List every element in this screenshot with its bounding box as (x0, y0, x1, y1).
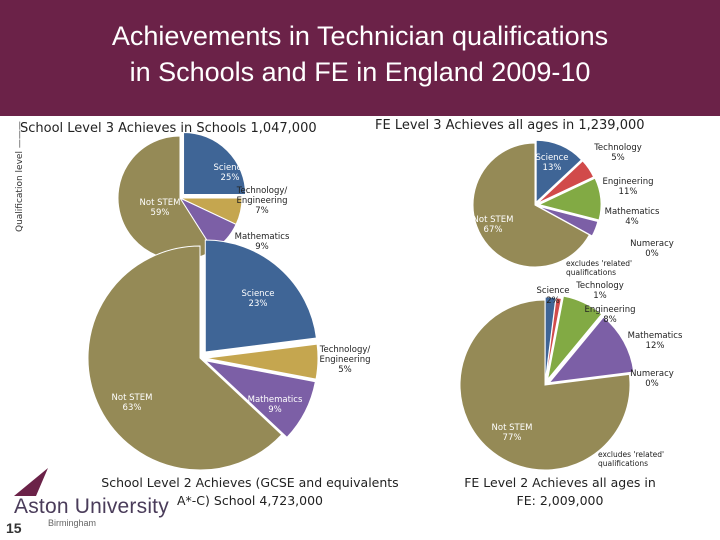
chart2-label-3: Mathematics 4% (605, 207, 660, 227)
chart2-heading: FE Level 3 Achieves all ages in 1,239,00… (375, 118, 645, 133)
chart3-caption: School Level 2 Achieves (GCSE and equiva… (90, 474, 410, 510)
chart1-label-3: Not STEM 59% (140, 198, 181, 218)
logo-subtitle: Birmingham (48, 518, 97, 528)
chart2-slice-not-stem (472, 142, 591, 268)
chart2-slice-science (535, 139, 583, 204)
chart3-caption-line2: A*-C) School 4,723,000 (177, 493, 323, 508)
chart4-caption: FE Level 2 Achieves all ages in FE: 2,00… (450, 474, 670, 510)
chart4-slice-engineering (547, 295, 603, 380)
page-title-line1: Achievements in Technician qualification… (111, 21, 609, 51)
chart1-heading: School Level 3 Achieves in Schools 1,047… (20, 121, 317, 136)
chart4-caption-line1: FE Level 2 Achieves all ages in (464, 475, 656, 490)
chart4-caption-line2: FE: 2,009,000 (516, 493, 604, 508)
chart4-slice-mathematics (548, 316, 635, 384)
chart4-label-2: Engineering 8% (585, 305, 636, 325)
chart4-slice-technology (544, 297, 562, 383)
page-title: Achievements in Technician qualification… (40, 18, 680, 90)
chart2-slice-mathematics (537, 205, 599, 237)
chart1-slice-science (183, 131, 247, 195)
chart3-slice-technology-engineering (205, 343, 319, 380)
chart3-slice-science (204, 239, 317, 353)
page-number: 15 (6, 520, 22, 536)
chart2-slice-engineering (537, 177, 602, 221)
chart3-caption-line1: School Level 2 Achieves (GCSE and equiva… (101, 475, 399, 490)
chart4-label-0: Science 2% (537, 286, 570, 306)
chart3-label-0: Science 23% (242, 289, 275, 309)
chart2-slice-technology (537, 160, 595, 204)
chart2-note: excludes 'related' qualifications (566, 259, 632, 277)
chart4-label-1: Technology 1% (575, 281, 624, 301)
chart4-slice-not-stem (459, 299, 631, 471)
aston-logo-icon (14, 468, 48, 496)
chart1-label-2: Mathematics 9% (235, 232, 290, 252)
chart3-slice-not-stem (87, 245, 283, 471)
title-banner: Achievements in Technician qualification… (0, 0, 720, 116)
page-title-line2: in Schools and FE in England 2009-10 (129, 57, 591, 87)
chart2-label-4: Numeracy 0% (630, 239, 674, 259)
chart2-label-2: Engineering 11% (603, 177, 654, 197)
chart1-label-0: Science 25% (214, 163, 247, 183)
chart2-label-1: Technology 5% (593, 143, 642, 163)
chart3-label-2: Mathematics 9% (248, 395, 303, 415)
chart1-label-1: Technology/Engineering 7% (236, 186, 288, 216)
chart3-label-1: Technology/Engineering 5% (319, 345, 371, 375)
chart4-label-3: Mathematics 12% (628, 331, 683, 351)
chart3-slice-mathematics (203, 359, 316, 439)
chart4-note: excludes 'related' qualifications (598, 450, 664, 468)
logo-name: Aston University (14, 495, 169, 518)
chart2-label-5: Not STEM 67% (473, 215, 514, 235)
chart3-label-3: Not STEM 63% (112, 393, 153, 413)
chart4-label-5: Not STEM 77% (492, 423, 533, 443)
chart2-label-0: Science 13% (536, 153, 569, 173)
chart4-label-4: Numeracy 0% (630, 369, 674, 389)
